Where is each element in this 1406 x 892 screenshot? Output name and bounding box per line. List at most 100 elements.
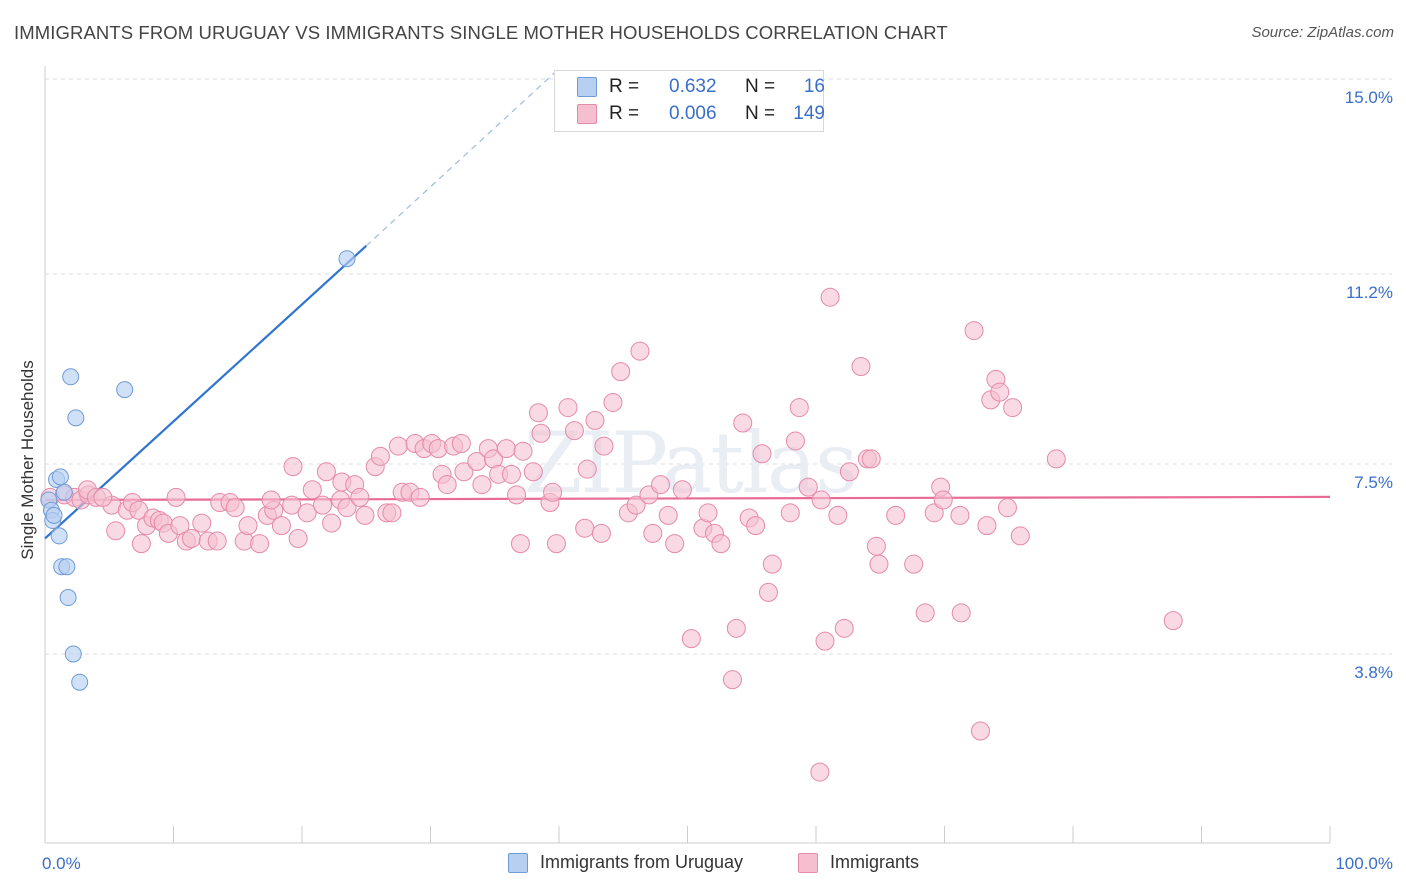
immigrants-point [370,446,390,466]
grid-lines [45,78,1392,655]
immigrants-point [523,462,543,482]
legend-n-value: 149 [793,103,825,124]
immigrants-point [288,528,308,548]
immigrants-point [531,423,551,443]
source-label: Source: ZipAtlas.com [1251,24,1394,41]
immigrants-point [297,503,317,523]
immigrants-point [350,487,370,507]
legend-r-value: 0.632 [669,76,717,97]
uruguay-points [40,250,356,691]
immigrants-point [798,477,818,497]
uruguay-point [62,368,80,386]
immigrants-point [546,534,566,554]
immigrants-point [815,631,835,651]
immigrants-point [131,534,151,554]
immigrants-point [630,341,650,361]
immigrants-point [594,436,614,456]
series-legend: Immigrants from Uruguay Immigrants [0,852,1406,878]
uruguay-point [51,468,69,486]
immigrants-point [106,521,126,541]
uruguay-trend-extension [365,68,560,247]
uruguay-point [58,558,76,576]
immigrants-point [1003,398,1023,418]
immigrants-point [964,321,984,341]
immigrants-point [626,495,646,515]
immigrants-point [658,505,678,525]
immigrants-point [1163,611,1183,631]
immigrants-point [643,523,663,543]
immigrants-point [261,490,281,510]
immigrants-point [711,534,731,554]
uruguay-point [55,483,73,501]
immigrants-point [410,487,430,507]
immigrants-point [785,431,805,451]
immigrants-point [166,487,186,507]
legend-n-value: 16 [803,76,825,97]
x-tick-label: 0.0% [42,854,81,873]
immigrants-point [810,762,830,782]
immigrants-point [451,434,471,454]
series-swatch-pink [798,852,818,873]
immigrants-point [861,449,881,469]
y-tick-label: 11.2% [1346,283,1393,302]
immigrants-point [271,516,291,536]
immigrants-point [834,618,854,638]
y-tick-label: 15.0% [1345,88,1393,107]
series-legend-immigrants[interactable]: Immigrants [798,852,919,873]
immigrants-point [501,464,521,484]
immigrants-point [577,459,597,479]
series-label-immigrants: Immigrants [830,852,920,872]
immigrants-point [558,398,578,418]
immigrants-point [933,490,953,510]
legend-row-uruguay: R = 0.632 N = 16 [577,75,825,99]
immigrants-point [1046,449,1066,469]
immigrants-point [950,505,970,525]
legend-r-label: R = [609,103,640,124]
immigrants-point [789,398,809,418]
uruguay-point [67,409,85,427]
tick-labels: 3.8% 7.5% 11.2% 15.0% 0.0% 100.0% [42,88,1393,873]
immigrants-point [851,357,871,376]
immigrants-point [733,413,753,433]
immigrants-point [322,513,342,533]
immigrants-point [651,475,671,495]
immigrants-point [820,287,840,307]
immigrants-point [828,505,848,525]
immigrants-point [513,441,533,461]
immigrants-point [839,462,859,482]
immigrants-point [316,462,336,482]
immigrants-point [250,534,270,554]
y-tick-label: 7.5% [1354,473,1393,492]
uruguay-point [71,673,89,691]
immigrants-point [681,629,701,649]
immigrants-point [225,498,245,518]
immigrants-point [510,534,530,554]
immigrants-point [726,618,746,638]
correlation-legend: R = 0.632 N = 16 R = 0.006 N = 149 [554,70,825,132]
immigrants-point [970,721,990,741]
legend-swatch-blue [577,77,597,97]
legend-n-label: N = [745,103,776,124]
immigrants-point [585,410,605,430]
immigrants-point [302,480,322,500]
immigrants-point [355,505,375,525]
immigrants-point [454,462,474,482]
uruguay-point [50,527,68,545]
immigrants-point [611,362,631,382]
immigrants-point [207,531,227,551]
uruguay-point [116,381,134,399]
immigrants-point [283,457,303,477]
immigrants-point [313,495,333,515]
immigrants-point [528,403,548,423]
immigrants-point [722,670,742,690]
immigrants-point [575,518,595,538]
series-label-uruguay: Immigrants from Uruguay [540,852,744,872]
y-tick-label: 3.8% [1354,663,1393,682]
immigrants-point [997,498,1017,518]
immigrants-point [1010,526,1030,546]
legend-swatch-pink [577,104,597,124]
immigrants-point [337,498,357,518]
immigrants-point [603,392,623,412]
series-legend-uruguay[interactable]: Immigrants from Uruguay [508,852,743,873]
